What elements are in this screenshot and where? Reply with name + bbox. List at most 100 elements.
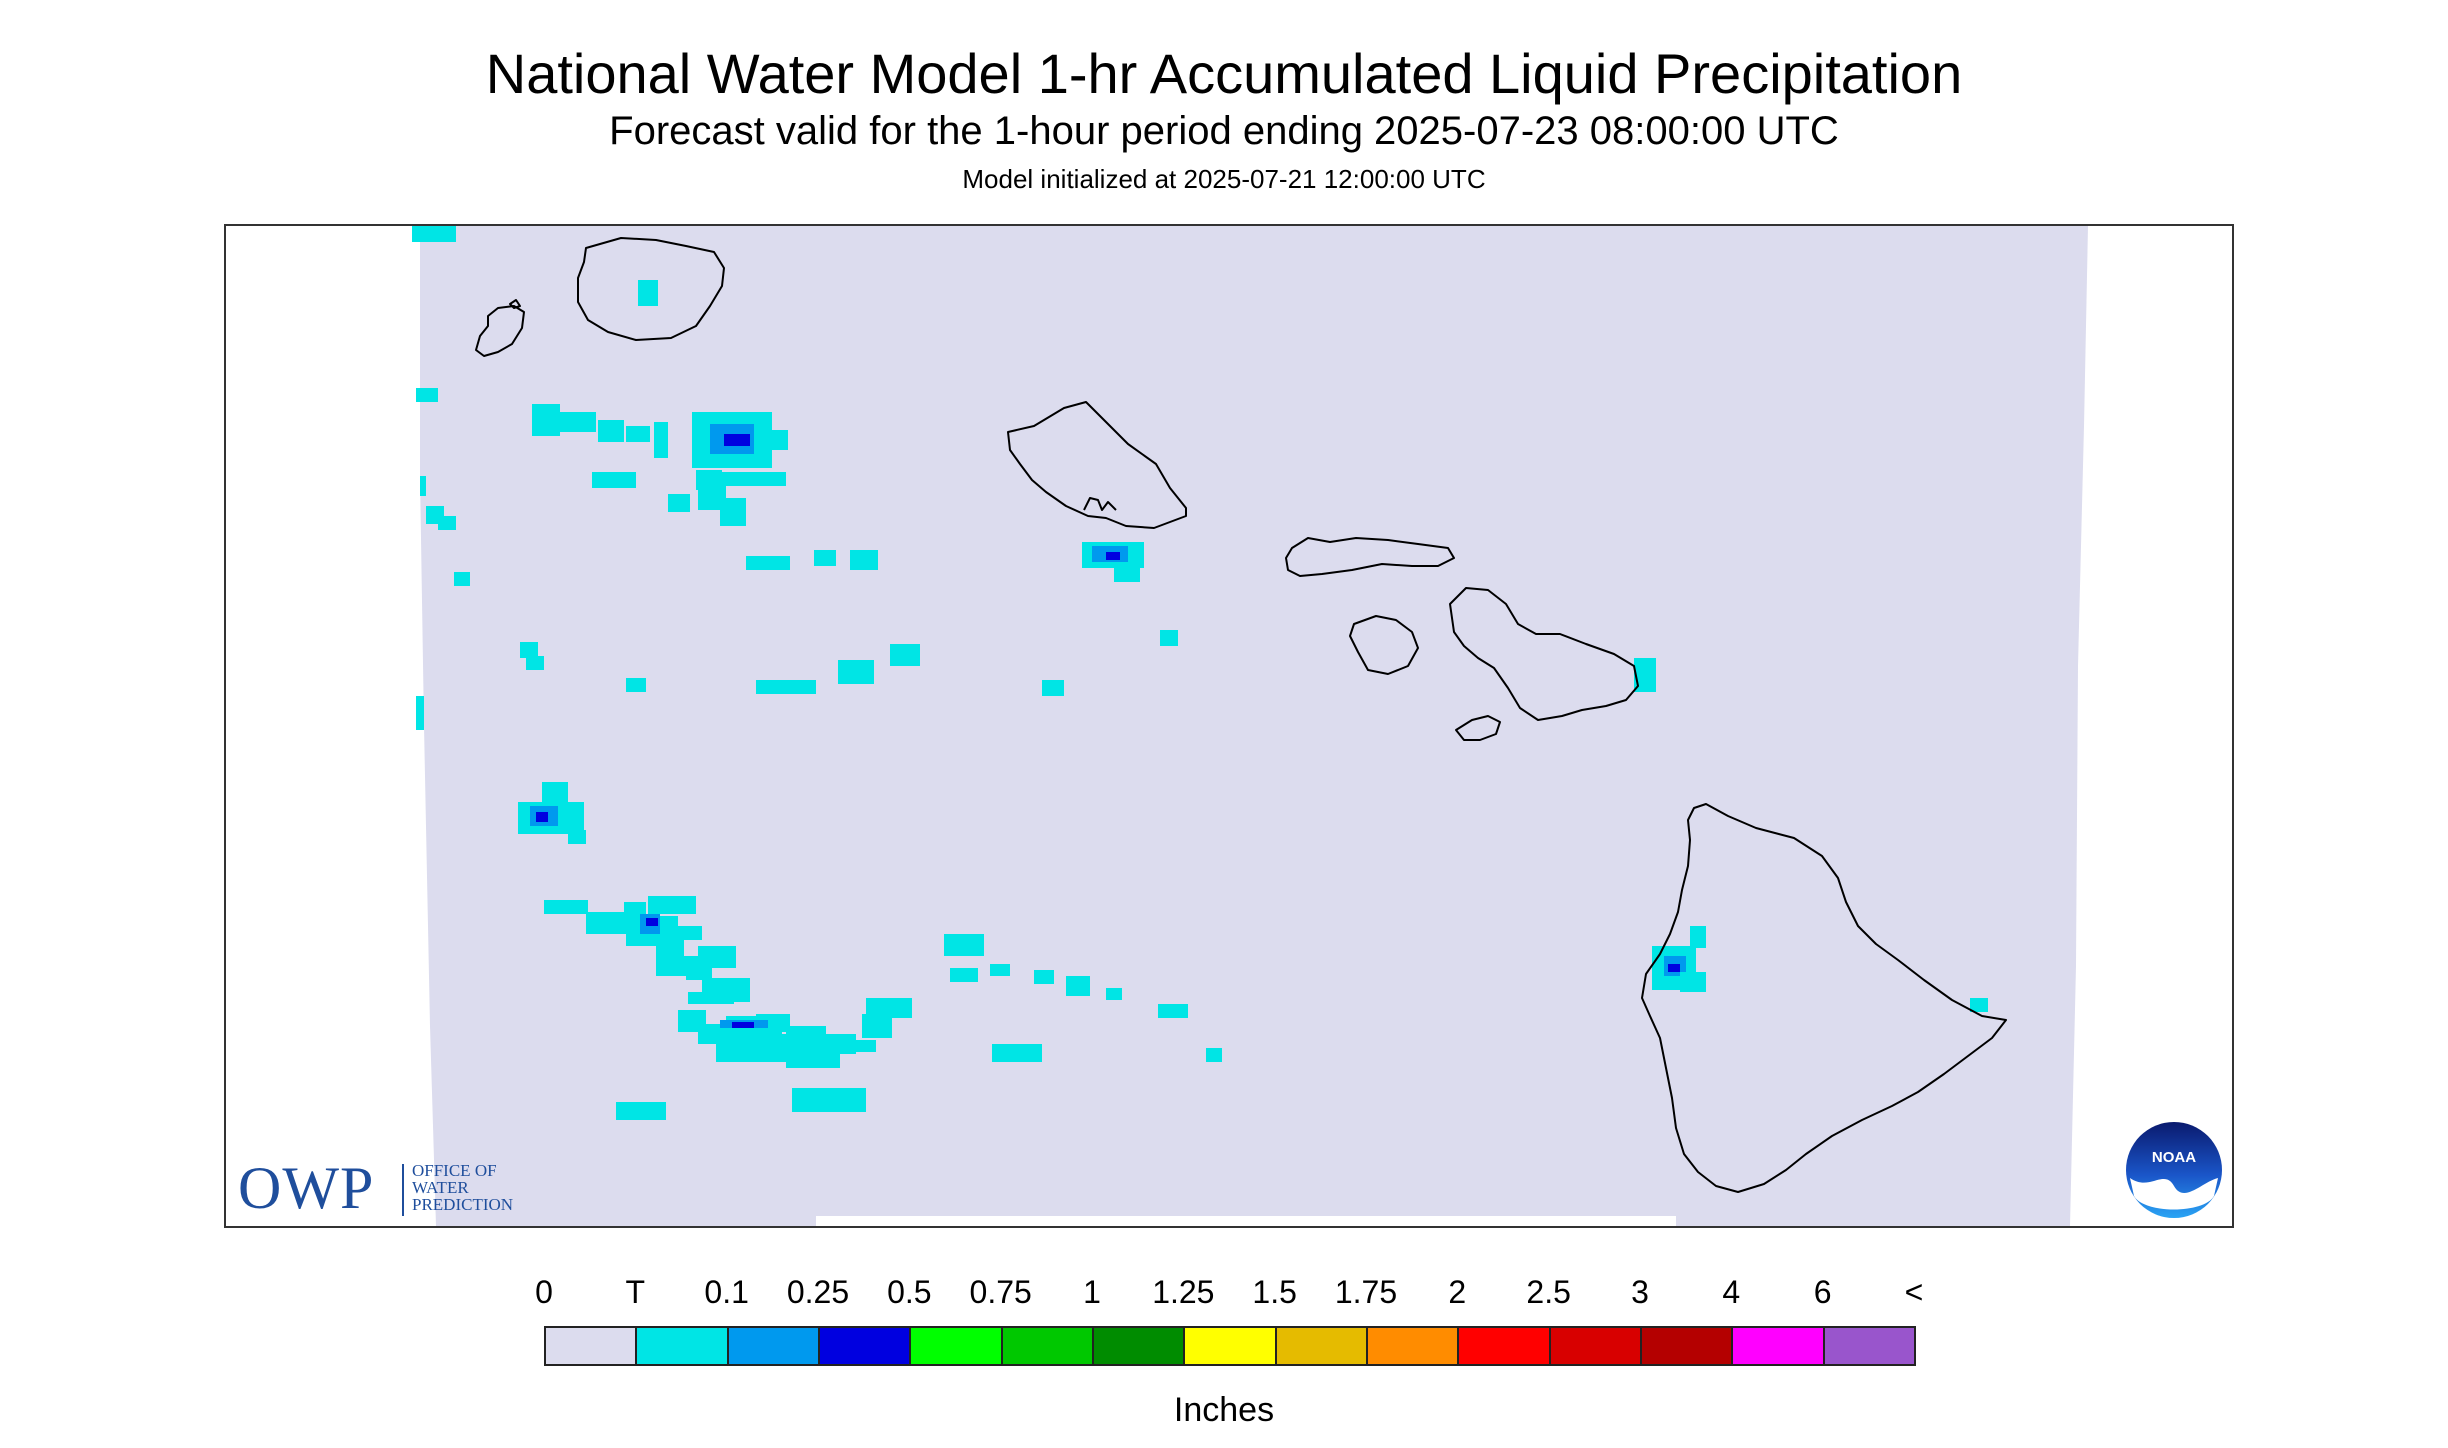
precip-cell-trace	[560, 412, 596, 432]
precip-cell-trace	[438, 516, 456, 530]
precip-cell-trace	[1160, 630, 1178, 646]
precip-cell-trace	[786, 1026, 826, 1048]
legend-swatch	[1822, 1326, 1916, 1366]
precip-cell-trace	[1158, 1004, 1188, 1018]
legend-units-label: Inches	[1173, 1391, 1275, 1429]
precip-cell-trace	[412, 226, 456, 242]
precip-cell-trace	[842, 1040, 876, 1052]
precip-cell-trace	[638, 280, 658, 306]
legend-tick-label: 0	[535, 1274, 553, 1310]
legend-tick-label: 1.25	[1152, 1274, 1215, 1310]
legend-tick-label: 0.5	[887, 1274, 932, 1310]
precip-cell-mid	[536, 812, 548, 822]
precip-cell-trace	[688, 992, 734, 1004]
precip-cell-trace	[616, 1102, 666, 1120]
precip-cell-trace	[454, 572, 470, 586]
legend-swatch	[1000, 1326, 1094, 1366]
island-kahoolawe	[1455, 715, 1501, 741]
precip-cell-trace	[762, 430, 788, 450]
legend-tick-label: 4	[1722, 1274, 1741, 1310]
legend-tick-label: T	[625, 1274, 646, 1310]
owp-logo: OWP OFFICE OF WATER PREDICTION	[238, 1158, 598, 1218]
map-panel	[224, 224, 2234, 1228]
precip-cell-trace	[420, 476, 426, 496]
precip-cell-trace	[1206, 1048, 1222, 1062]
precip-cell-trace	[686, 964, 712, 980]
precip-cell-trace	[792, 1088, 866, 1112]
legend-tick-label: 0.25	[786, 1274, 850, 1310]
precip-cell-trace	[668, 494, 690, 512]
noaa-logo: NOAA	[2124, 1120, 2224, 1220]
precip-cell-trace	[1690, 926, 1706, 948]
oahu-pearl-harbor	[1083, 497, 1117, 511]
model-domain-area	[420, 226, 2088, 1226]
island-molokai	[1285, 537, 1455, 577]
precip-cell-trace	[526, 656, 544, 670]
precip-cell-trace	[1042, 680, 1064, 696]
legend-tick-label: 1.75	[1334, 1274, 1398, 1310]
precip-cell-trace	[838, 660, 874, 684]
precip-cell-trace	[416, 696, 424, 730]
precip-cell-trace	[992, 1044, 1042, 1062]
owp-logo-text: OFFICE OF WATER PREDICTION	[412, 1162, 513, 1213]
precip-cell-mid	[732, 1022, 754, 1028]
island-hawaii	[1641, 803, 2007, 1193]
precip-cell-trace	[648, 896, 696, 914]
precip-cell-trace	[1680, 972, 1706, 992]
precip-cell-trace	[568, 830, 586, 844]
precip-cell-trace	[654, 422, 668, 458]
map-title: National Water Model 1-hr Accumulated Li…	[485, 42, 1963, 105]
precip-cell-trace	[626, 678, 646, 692]
precip-cell-trace	[814, 550, 836, 566]
legend-tick-label: 2	[1448, 1274, 1467, 1310]
legend-tick-label: <	[1904, 1274, 1924, 1310]
precip-cell-trace	[1106, 988, 1122, 1000]
precip-cell-trace	[720, 498, 746, 526]
precip-cell-trace	[656, 938, 684, 956]
legend-tick-label: 6	[1813, 1274, 1832, 1310]
legend-swatch	[544, 1326, 638, 1366]
precip-cell-trace	[1034, 970, 1054, 984]
precip-cell-trace	[520, 642, 538, 658]
legend-tick-label: 0.75	[969, 1274, 1032, 1310]
precip-cell-trace	[544, 900, 588, 914]
legend-tick-label: 2.5	[1526, 1274, 1571, 1310]
legend-swatch	[635, 1326, 729, 1366]
legend-swatch	[1731, 1326, 1825, 1366]
forecast-valid-subtitle: Forecast valid for the 1-hour period end…	[609, 109, 1839, 153]
legend-swatch	[1183, 1326, 1277, 1366]
precip-cell-trace	[670, 926, 702, 940]
precip-cell-trace	[866, 998, 912, 1018]
precip-cell-trace	[532, 404, 560, 436]
legend-swatch	[1640, 1326, 1734, 1366]
legend-swatch	[1548, 1326, 1642, 1366]
island-lehua	[509, 299, 521, 309]
precip-cell-trace	[990, 964, 1010, 976]
legend-swatch	[1366, 1326, 1460, 1366]
precip-cell-mid	[1106, 552, 1120, 560]
owp-logo-line2: WATER	[412, 1178, 469, 1197]
precip-cell-mid	[724, 434, 750, 446]
precip-cell-trace	[720, 472, 786, 486]
precip-cell-trace	[698, 946, 736, 968]
legend-tick-label: 3	[1631, 1274, 1649, 1310]
precip-cell-trace	[598, 420, 624, 442]
owp-logo-line1: OFFICE OF	[412, 1161, 497, 1180]
precip-cell-trace	[716, 1034, 798, 1062]
precip-map	[412, 226, 2088, 1226]
precip-cell-trace	[1634, 658, 1656, 692]
legend-tick-labels: 0 T 0.1 0.25 0.5 0.75 1 1.25 1.5 1.75 2 2.5 3 4 6 <	[0, 1272, 2448, 1312]
legend-colorbar	[544, 1326, 1916, 1366]
legend-swatch	[1092, 1326, 1186, 1366]
precip-cell-trace	[756, 680, 816, 694]
island-kauai	[577, 237, 725, 341]
precip-cell-trace	[944, 934, 984, 956]
precip-cell-trace	[862, 1014, 892, 1038]
legend-swatch	[909, 1326, 1003, 1366]
island-lanai	[1349, 615, 1419, 675]
precip-cell-mid	[646, 918, 658, 926]
owp-logo-line3: PREDICTION	[412, 1195, 514, 1214]
legend-swatch	[1457, 1326, 1551, 1366]
precip-cell-trace	[746, 556, 790, 570]
precip-cell-trace	[850, 550, 878, 570]
